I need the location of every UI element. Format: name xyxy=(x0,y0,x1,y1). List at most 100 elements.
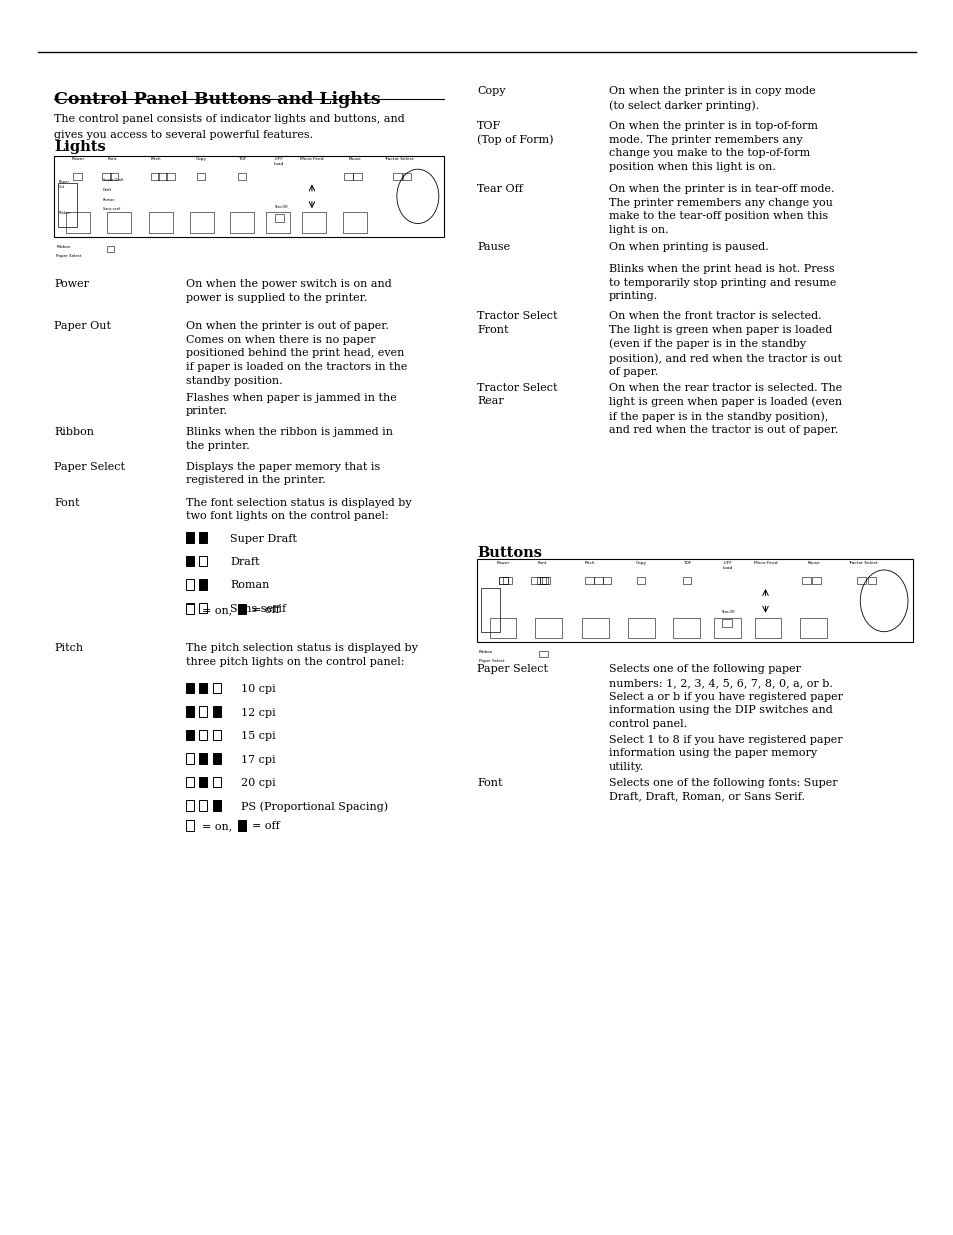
Bar xyxy=(186,683,194,694)
Bar xyxy=(199,532,208,543)
Text: Sans serif: Sans serif xyxy=(103,207,120,211)
Bar xyxy=(73,173,82,180)
Text: The pitch selection status is displayed by
three pitch lights on the control pan: The pitch selection status is displayed … xyxy=(186,643,417,667)
Bar xyxy=(149,212,172,233)
Text: Pause: Pause xyxy=(476,242,510,252)
Bar xyxy=(343,212,367,233)
Bar xyxy=(107,246,114,252)
Bar xyxy=(602,577,611,584)
Bar xyxy=(186,556,194,566)
Bar xyxy=(302,212,326,233)
Bar xyxy=(213,730,221,741)
Text: gives you access to several powerful features.: gives you access to several powerful fea… xyxy=(54,130,314,140)
Bar xyxy=(186,820,194,830)
Bar xyxy=(102,173,111,180)
Text: Tractor Select
Front: Tractor Select Front xyxy=(476,311,557,335)
Bar xyxy=(110,173,118,180)
Text: Micro Feed: Micro Feed xyxy=(753,561,777,566)
Text: TOF: TOF xyxy=(682,561,691,566)
Text: L/FF
Load: L/FF Load xyxy=(722,561,733,569)
Text: On when the printer is in tear-off mode.
The printer remembers any change you
ma: On when the printer is in tear-off mode.… xyxy=(608,184,833,235)
Bar xyxy=(476,559,912,642)
Text: On when the printer is in top-of-form
mode. The printer remembers any
change you: On when the printer is in top-of-form mo… xyxy=(608,121,817,172)
Bar xyxy=(801,577,810,584)
Text: Tractor Select: Tractor Select xyxy=(847,561,877,566)
Text: Ribbon: Ribbon xyxy=(54,427,94,437)
Bar xyxy=(353,173,361,180)
Text: Paper
Out: Paper Out xyxy=(58,180,70,189)
Text: On when printing is paused.: On when printing is paused. xyxy=(608,242,767,252)
Text: On when the front tractor is selected.
The light is green when paper is loaded
(: On when the front tractor is selected. T… xyxy=(608,311,841,377)
Bar xyxy=(498,577,507,584)
Text: PS (Proportional Spacing): PS (Proportional Spacing) xyxy=(241,802,388,813)
Bar xyxy=(107,212,131,233)
Text: Pitch: Pitch xyxy=(150,157,161,162)
Bar xyxy=(541,577,550,584)
Bar xyxy=(186,777,194,788)
Bar xyxy=(721,619,731,627)
Bar xyxy=(199,800,208,811)
Text: Draft: Draft xyxy=(230,557,259,567)
Bar xyxy=(498,577,507,584)
Bar xyxy=(199,683,208,694)
Text: Font: Font xyxy=(108,157,117,162)
Bar xyxy=(682,577,691,584)
Bar xyxy=(186,730,194,741)
Bar xyxy=(344,173,353,180)
Text: = on,: = on, xyxy=(202,821,233,831)
Text: Sans serif: Sans serif xyxy=(230,604,286,614)
Bar xyxy=(199,753,208,763)
Text: Blinks when the ribbon is jammed in
the printer.: Blinks when the ribbon is jammed in the … xyxy=(186,427,393,451)
Bar xyxy=(199,706,208,716)
Bar xyxy=(237,604,246,614)
Bar xyxy=(713,618,740,638)
Bar xyxy=(539,577,548,584)
Bar xyxy=(166,173,174,180)
Text: = off: = off xyxy=(252,605,279,615)
Bar xyxy=(54,156,443,237)
Bar xyxy=(213,800,221,811)
Bar xyxy=(186,800,194,811)
Bar xyxy=(158,173,167,180)
Text: Tractor Select
Rear: Tractor Select Rear xyxy=(476,383,557,406)
Text: On when the power switch is on and
power is supplied to the printer.: On when the power switch is on and power… xyxy=(186,279,392,303)
Bar xyxy=(673,618,700,638)
Text: Lights: Lights xyxy=(54,140,106,153)
Text: Displays the paper memory that is
registered in the printer.: Displays the paper memory that is regist… xyxy=(186,462,380,485)
Text: Super Draft: Super Draft xyxy=(230,534,296,543)
Text: Tear-Off: Tear-Off xyxy=(720,610,734,614)
Bar xyxy=(196,173,205,180)
Bar xyxy=(58,183,77,227)
Text: 10 cpi: 10 cpi xyxy=(241,684,275,694)
Text: Roman: Roman xyxy=(230,580,269,590)
Bar xyxy=(199,603,208,613)
Bar xyxy=(151,173,159,180)
Bar xyxy=(66,212,90,233)
Text: Font: Font xyxy=(54,498,80,508)
Bar xyxy=(800,618,826,638)
Bar xyxy=(866,577,875,584)
Bar xyxy=(199,730,208,741)
Text: Paper Select: Paper Select xyxy=(478,659,504,663)
Bar xyxy=(480,588,499,632)
Bar xyxy=(503,577,512,584)
Text: Copy: Copy xyxy=(195,157,207,162)
Text: Paper Out: Paper Out xyxy=(54,321,112,331)
Text: Copy: Copy xyxy=(636,561,646,566)
Bar xyxy=(213,683,221,694)
Text: Font: Font xyxy=(537,561,546,566)
Text: Tear Off: Tear Off xyxy=(476,184,522,194)
Text: 15 cpi: 15 cpi xyxy=(241,731,275,741)
Text: Paper Select: Paper Select xyxy=(476,664,547,674)
Bar xyxy=(199,777,208,788)
Bar xyxy=(213,706,221,716)
Bar xyxy=(585,577,594,584)
Text: Selects one of the following paper
numbers: 1, 2, 3, 4, 5, 6, 7, 8, 0, a, or b.: Selects one of the following paper numbe… xyxy=(608,664,832,688)
Text: = off: = off xyxy=(252,821,279,831)
Text: Buttons: Buttons xyxy=(476,546,541,559)
Text: Pitch: Pitch xyxy=(54,643,84,653)
Bar xyxy=(237,820,246,830)
Text: Power: Power xyxy=(497,561,510,566)
Bar xyxy=(274,214,284,222)
Text: Copy: Copy xyxy=(476,86,505,96)
